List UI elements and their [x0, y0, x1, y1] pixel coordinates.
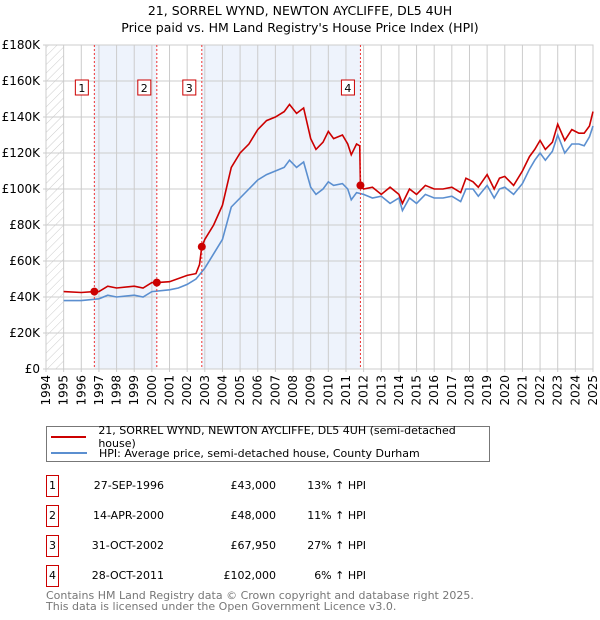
- sale-label: 1: [78, 82, 85, 95]
- chart-title: 21, SORREL WYND, NEWTON AYCLIFFE, DL5 4U…: [147, 3, 453, 18]
- x-tick-label: 2008: [286, 375, 300, 406]
- sale-hpi-diff: 11% ↑ HPI: [307, 509, 366, 522]
- hatched-no-data-region: [46, 45, 64, 369]
- sale-point: [90, 287, 99, 296]
- y-tick-label: £60K: [9, 254, 41, 268]
- sale-marker-badge: 1: [46, 475, 59, 497]
- sale-hpi-diff: 6% ↑ HPI: [314, 569, 366, 582]
- y-tick-label: £180K: [2, 38, 42, 52]
- x-tick-label: 2019: [480, 375, 494, 406]
- footer-licence: This data is licensed under the Open Gov…: [46, 600, 397, 613]
- x-tick-label: 2013: [374, 375, 388, 406]
- footer-copyright: Contains HM Land Registry data © Crown c…: [46, 589, 474, 602]
- y-tick-label: £0: [25, 362, 40, 376]
- sale-marker-badge: 3: [46, 535, 59, 557]
- sale-hpi-diff: 27% ↑ HPI: [307, 539, 366, 552]
- x-tick-label: 1997: [92, 375, 106, 406]
- x-tick-label: 2016: [427, 375, 441, 406]
- y-tick-label: £80K: [9, 218, 41, 232]
- sale-price: £43,000: [230, 479, 277, 492]
- x-tick-label: 2024: [568, 375, 582, 406]
- sale-label-box: [340, 79, 355, 96]
- y-tick-label: £40K: [9, 290, 41, 304]
- y-tick-label: £20K: [9, 326, 41, 340]
- sale-price: £67,950: [230, 539, 277, 552]
- sale-date: 28-OCT-2011: [91, 569, 164, 582]
- sale-point: [197, 242, 206, 251]
- chart-subtitle: Price paid vs. HM Land Registry's House …: [121, 20, 479, 35]
- ownership-period-shade: [201, 45, 361, 369]
- sale-label: 2: [141, 82, 148, 95]
- x-tick-label: 2003: [198, 375, 212, 406]
- sale-date: 31-OCT-2002: [91, 539, 164, 552]
- y-tick-label: £100K: [2, 182, 42, 196]
- x-tick-label: 2000: [145, 375, 159, 406]
- legend-swatch-hpi: [51, 452, 87, 454]
- sale-date: 14-APR-2000: [92, 509, 164, 522]
- sale-point: [356, 181, 365, 190]
- sale-price: £102,000: [223, 569, 277, 582]
- x-tick-label: 2002: [180, 375, 194, 406]
- x-tick-label: 2025: [586, 375, 600, 406]
- sale-label-box: [182, 79, 197, 96]
- chart-legend: 21, SORREL WYND, NEWTON AYCLIFFE, DL5 4U…: [46, 424, 490, 462]
- sale-point: [152, 278, 161, 287]
- sale-price: £48,000: [230, 509, 277, 522]
- legend-item-price: 21, SORREL WYND, NEWTON AYCLIFFE, DL5 4U…: [51, 424, 489, 450]
- sale-label-box: [137, 79, 152, 96]
- x-tick-label: 2014: [392, 375, 406, 406]
- x-tick-label: 2001: [163, 375, 177, 406]
- x-tick-label: 2012: [357, 375, 371, 406]
- x-tick-label: 1999: [127, 375, 141, 406]
- legend-swatch-price: [51, 436, 87, 438]
- sale-marker-badge: 4: [46, 565, 59, 587]
- x-tick-label: 2020: [498, 375, 512, 406]
- y-tick-label: £160K: [2, 74, 42, 88]
- y-tick-label: £140K: [2, 110, 42, 124]
- sale-label: 4: [344, 82, 351, 95]
- x-tick-label: 2015: [410, 375, 424, 406]
- sale-label-box: [74, 79, 89, 96]
- x-tick-label: 2005: [233, 375, 247, 406]
- x-tick-label: 2010: [321, 375, 335, 406]
- x-tick-label: 2009: [304, 375, 318, 406]
- x-tick-label: 2011: [339, 375, 353, 406]
- price-chart: 1994 1995 1996 1997 1998 1999 2000 2001 2002 2003…: [2, 38, 600, 406]
- x-tick-label: 2021: [515, 375, 529, 406]
- sale-date: 27-SEP-1996: [93, 479, 164, 492]
- price-paid-line: [63, 103, 594, 294]
- x-tick-label: 2007: [268, 375, 282, 406]
- sale-marker-badge: 2: [46, 505, 59, 527]
- x-tick-label: 1994: [39, 375, 53, 406]
- x-tick-label: 1996: [74, 375, 88, 406]
- ownership-period-shade: [94, 45, 157, 369]
- y-tick-label: £120K: [2, 146, 42, 160]
- x-tick-label: 2018: [462, 375, 476, 406]
- x-tick-label: 2023: [551, 375, 565, 406]
- x-tick-label: 2006: [251, 375, 265, 406]
- x-tick-label: 1998: [110, 375, 124, 406]
- x-tick-label: 2004: [215, 375, 229, 406]
- sale-label: 3: [186, 82, 193, 95]
- legend-label-hpi: HPI: Average price, semi-detached house,…: [99, 446, 420, 460]
- x-tick-label: 2022: [533, 375, 547, 406]
- legend-label-price: 21, SORREL WYND, NEWTON AYCLIFFE, DL5 4U…: [98, 424, 456, 450]
- x-tick-label: 2017: [445, 375, 459, 406]
- sale-hpi-diff: 13% ↑ HPI: [307, 479, 366, 492]
- legend-item-hpi: HPI: Average price, semi-detached house,…: [51, 445, 420, 461]
- x-tick-label: 1995: [57, 375, 71, 406]
